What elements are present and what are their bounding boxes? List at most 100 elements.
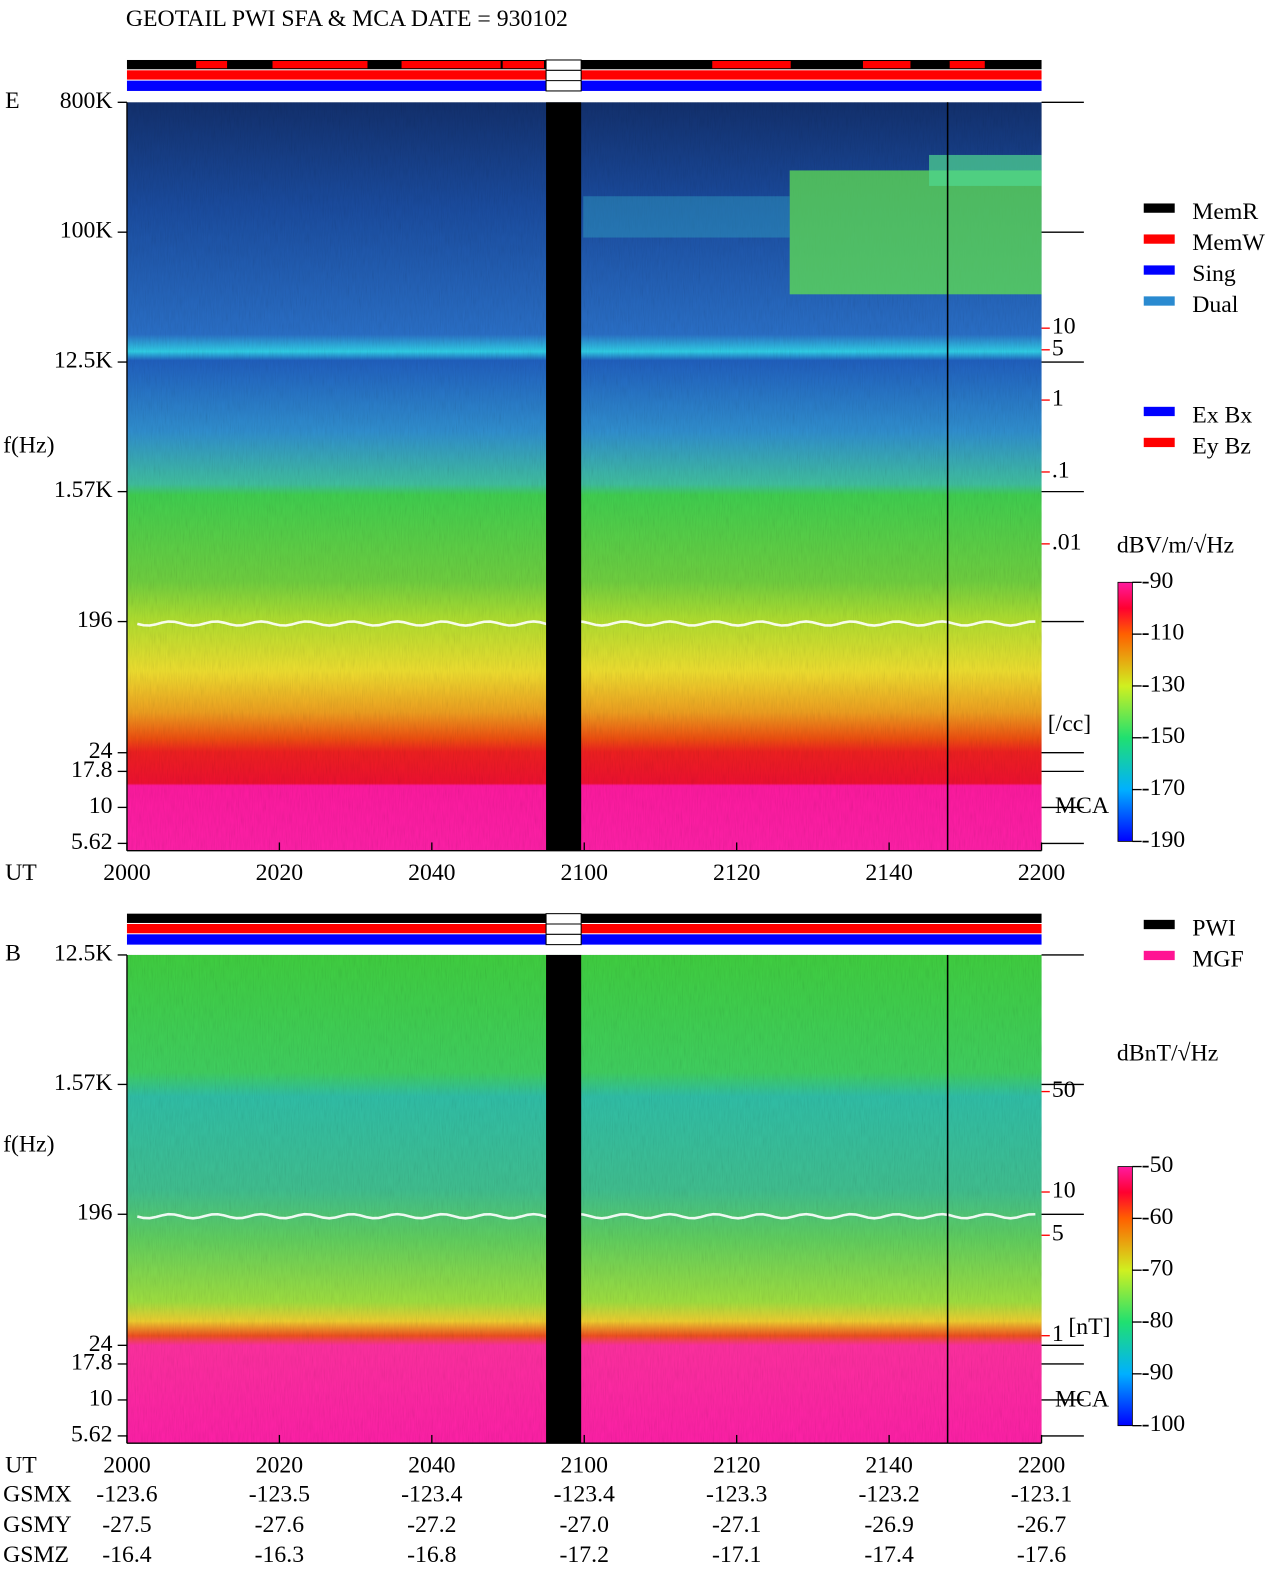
- spectrogram-texture: [126, 954, 1042, 1444]
- right-scale-label: 1: [1052, 386, 1064, 412]
- orbit-value: -123.2: [858, 1481, 919, 1507]
- orbit-value: -123.3: [706, 1481, 767, 1507]
- orbit-value: -27.5: [102, 1512, 151, 1538]
- colorbar-tick-label: -80: [1142, 1307, 1174, 1333]
- orbit-value: -123.4: [401, 1481, 462, 1507]
- orbit-value: -123.6: [96, 1481, 157, 1507]
- y-tick-label: 12.5K: [54, 940, 113, 966]
- orbit-value: -26.9: [864, 1512, 913, 1538]
- right-scale-label: .01: [1052, 529, 1082, 555]
- legend-swatch: [1143, 234, 1175, 244]
- y-tick-label: 12.5K: [54, 348, 113, 374]
- status-gap: [545, 913, 582, 946]
- legend-label: MGF: [1192, 947, 1243, 973]
- cyclotron-trace: [136, 620, 1036, 627]
- status-strip: [126, 70, 1042, 80]
- orbit-value: -123.1: [1011, 1481, 1072, 1507]
- orbit-row-label: GSMZ: [3, 1542, 69, 1568]
- mca-label: MCA: [1055, 793, 1109, 819]
- y-tick-label: 24: [89, 738, 113, 764]
- right-scale-label: 5: [1052, 1221, 1064, 1247]
- right-scale-label: 50: [1052, 1077, 1076, 1103]
- x-tick-label: 2120: [713, 1452, 760, 1478]
- right-scale-unit: [nT]: [1068, 1314, 1110, 1340]
- legend-swatch: [1143, 437, 1175, 448]
- status-strip: [126, 923, 1042, 934]
- status-segment: [401, 61, 501, 69]
- right-scale-label: .1: [1052, 457, 1070, 483]
- legend-label: Ex Bx: [1192, 403, 1252, 429]
- y-tick-label: 800K: [60, 88, 113, 114]
- status-segment: [862, 61, 911, 69]
- emission-patch: [583, 196, 790, 238]
- colorbar-label: dBnT/√Hz: [1117, 1041, 1218, 1067]
- orbit-value: -27.6: [255, 1512, 305, 1538]
- orbit-value: -26.7: [1017, 1512, 1067, 1538]
- legend-swatch: [1143, 950, 1175, 961]
- right-scale-label: 5: [1052, 335, 1064, 361]
- status-strip: [126, 59, 1042, 70]
- colorbar-tick-label: -100: [1142, 1411, 1186, 1437]
- y-tick-label: 5.62: [71, 829, 113, 855]
- status-strip: [126, 913, 1042, 923]
- legend-label: MemW: [1192, 230, 1265, 256]
- data-gap: [546, 102, 582, 851]
- colorbar-tick-label: -170: [1142, 775, 1186, 801]
- cyclotron-trace: [136, 1212, 1036, 1220]
- legend-label: PWI: [1192, 916, 1236, 942]
- x-tick-label: 2040: [408, 860, 455, 886]
- status-segment: [196, 61, 228, 69]
- y-tick-label: 1.57K: [54, 477, 113, 503]
- right-scale-label: 1: [1052, 1321, 1064, 1347]
- y-tick-label: 24: [89, 1331, 113, 1357]
- orbit-value: -17.4: [864, 1542, 914, 1568]
- orbit-value: -16.4: [102, 1542, 152, 1568]
- colorbar: [1117, 581, 1133, 842]
- orbit-value: -16.8: [407, 1542, 456, 1568]
- orbit-row-label: GSMY: [3, 1512, 72, 1538]
- y-tick-label: 17.8: [71, 1349, 113, 1375]
- y-tick-label: 1.57K: [54, 1070, 113, 1096]
- right-scale-label: 10: [1052, 314, 1076, 340]
- orbit-value: -16.3: [255, 1542, 304, 1568]
- status-segment: [712, 61, 791, 69]
- colorbar-tick-label: -90: [1142, 1359, 1174, 1385]
- legend-swatch: [1143, 265, 1175, 275]
- orbit-value: -27.0: [560, 1512, 609, 1538]
- colorbar-label: dBV/m/√Hz: [1117, 533, 1234, 559]
- orbit-value: -123.4: [554, 1481, 615, 1507]
- data-gap: [546, 954, 582, 1444]
- x-tick-label: 2200: [1018, 860, 1065, 886]
- orbit-value: -17.6: [1017, 1542, 1067, 1568]
- status-gap: [545, 59, 582, 92]
- y-tick-label: 196: [77, 607, 113, 633]
- status-segment: [949, 61, 985, 69]
- chart-title: GEOTAIL PWI SFA & MCA DATE = 930102: [126, 6, 568, 32]
- x-axis-label: UT: [5, 860, 37, 886]
- legend-label: Ey Bz: [1192, 434, 1251, 460]
- x-tick-label: 2140: [865, 1452, 912, 1478]
- x-tick-label: 2000: [103, 1452, 150, 1478]
- colorbar: [1117, 1166, 1133, 1427]
- y-tick-label: 10: [89, 793, 113, 819]
- right-scale-label: 10: [1052, 1177, 1076, 1203]
- x-tick-label: 2020: [256, 860, 303, 886]
- status-strip: [126, 934, 1042, 945]
- panel-label: B: [5, 940, 21, 966]
- orbit-row-label: GSMX: [3, 1481, 72, 1507]
- colorbar-tick-label: -50: [1142, 1152, 1174, 1178]
- emission-patch: [929, 154, 1042, 186]
- status-strip: [126, 80, 1042, 91]
- legend-swatch: [1143, 919, 1175, 930]
- colorbar-tick-label: -60: [1142, 1204, 1174, 1230]
- legend-swatch: [1143, 296, 1175, 306]
- colorbar-tick-label: -110: [1142, 620, 1185, 646]
- orbit-value: -27.2: [407, 1512, 456, 1538]
- emission-patch: [789, 170, 1042, 295]
- colorbar-tick-label: -90: [1142, 568, 1174, 594]
- x-tick-label: 2100: [561, 860, 608, 886]
- status-segment: [502, 61, 544, 69]
- legend-swatch: [1143, 406, 1175, 417]
- legend-label: Dual: [1192, 292, 1239, 318]
